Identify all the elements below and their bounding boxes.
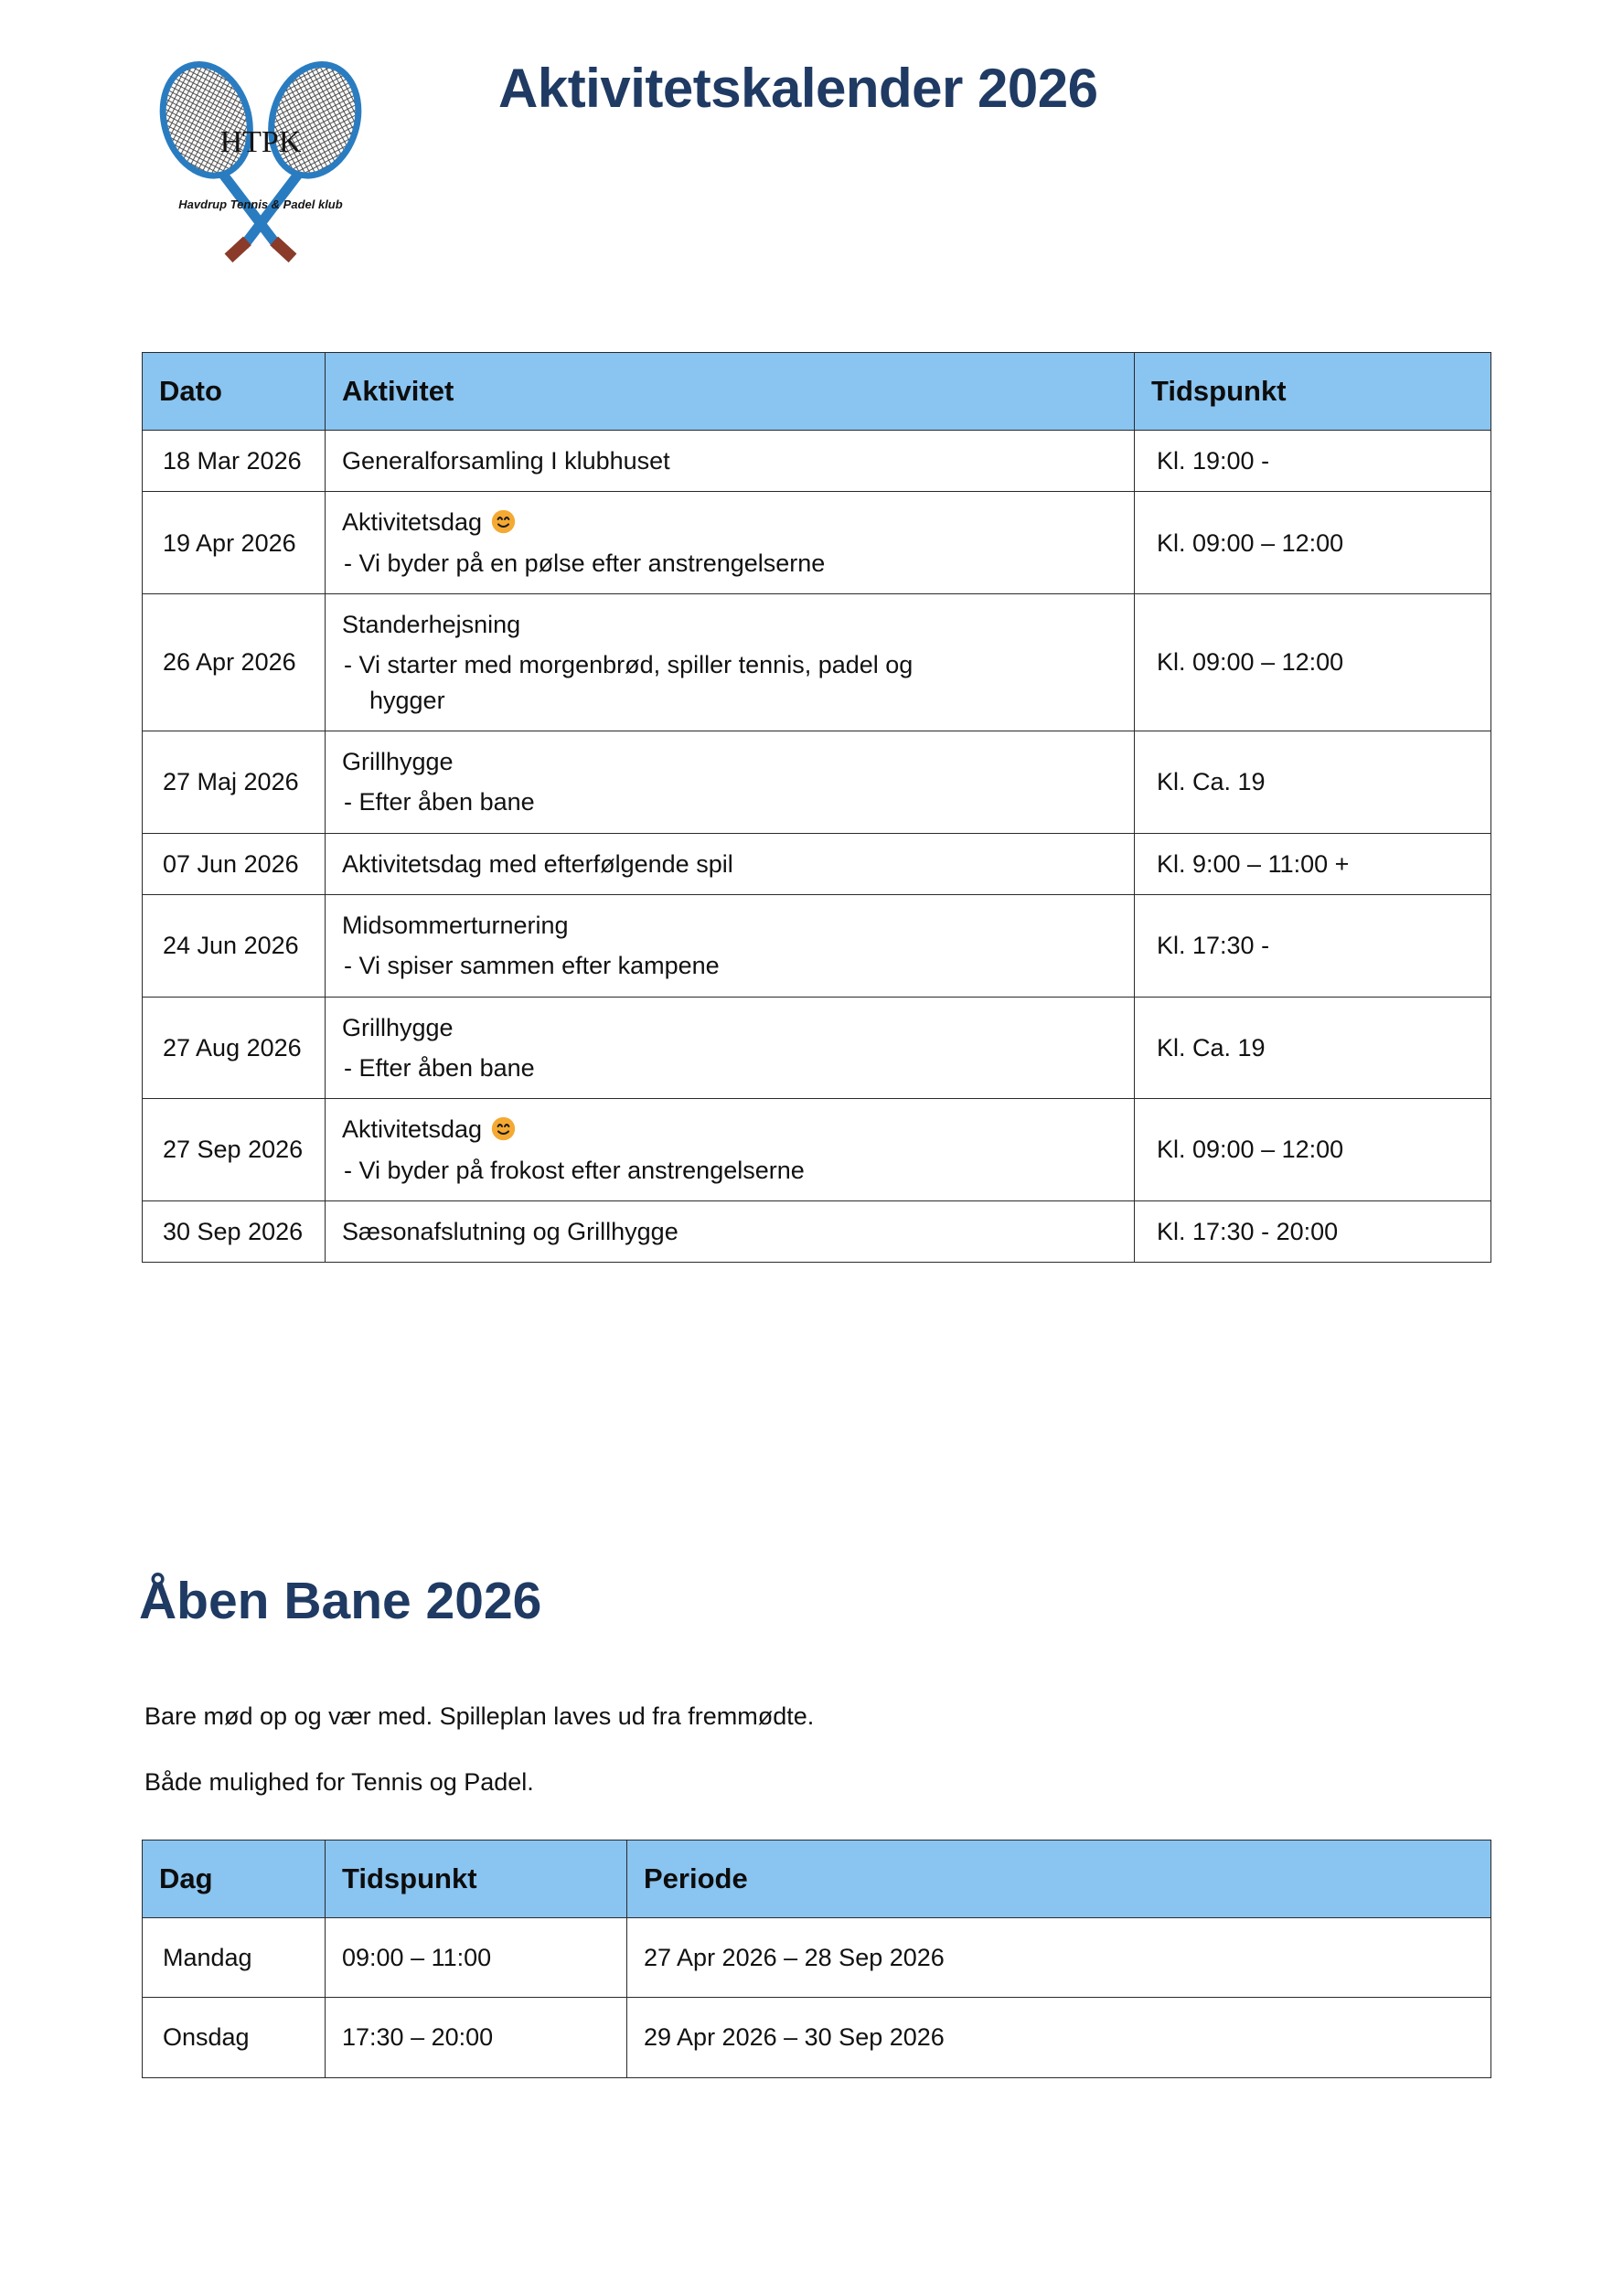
cell-date: 27 Sep 2026 xyxy=(142,1098,326,1201)
activity-calendar-table: Dato Aktivitet Tidspunkt 18 Mar 2026 Gen… xyxy=(142,351,1491,1264)
table-header-row: Dag Tidspunkt Periode xyxy=(142,1839,1491,1919)
cell-time: Kl. 17:30 - xyxy=(1134,893,1491,998)
cell-activity: Aktivitetsdag - Vi byder på frokost efte… xyxy=(325,1098,1135,1201)
cell-time: Kl. 09:00 – 12:00 xyxy=(1134,1098,1491,1201)
cell-date: 24 Jun 2026 xyxy=(142,893,326,998)
cell-activity: Sæsonafslutning og Grillhygge xyxy=(325,1200,1135,1264)
activity-title: Grillhygge xyxy=(342,747,454,775)
table-row: 07 Jun 2026 Aktivitetsdag med efterfølge… xyxy=(142,832,1491,895)
cell-time: Kl. Ca. 19 xyxy=(1134,996,1491,1100)
table-row: 18 Mar 2026 Generalforsamling I klubhuse… xyxy=(142,430,1491,493)
table-row: 27 Aug 2026 Grillhygge - Efter åben bane… xyxy=(142,996,1491,1100)
cell-time: Kl. Ca. 19 xyxy=(1134,730,1491,834)
cell-activity: Grillhygge - Efter åben bane xyxy=(325,996,1135,1100)
table-row: 30 Sep 2026 Sæsonafslutning og Grillhygg… xyxy=(142,1200,1491,1264)
cell-period: 27 Apr 2026 – 28 Sep 2026 xyxy=(626,1917,1491,1999)
cell-time: 09:00 – 11:00 xyxy=(325,1917,627,1999)
column-header-tidspunkt: Tidspunkt xyxy=(325,1839,627,1919)
table-row: 24 Jun 2026 Midsommerturnering - Vi spis… xyxy=(142,893,1491,998)
cell-date: 19 Apr 2026 xyxy=(142,491,326,594)
cell-activity: Generalforsamling I klubhuset xyxy=(325,430,1135,493)
cell-time: Kl. 9:00 – 11:00 + xyxy=(1134,832,1491,895)
activity-title: Sæsonafslutning og Grillhygge xyxy=(342,1217,678,1245)
column-header-aktivitet: Aktivitet xyxy=(325,351,1135,432)
table-header-row: Dato Aktivitet Tidspunkt xyxy=(142,351,1491,432)
activity-detail: - Efter åben bane xyxy=(344,1053,535,1082)
activity-detail: - Vi byder på en pølse efter anstrengels… xyxy=(344,549,826,577)
table-row: 27 Maj 2026 Grillhygge - Efter åben bane… xyxy=(142,730,1491,834)
cell-date: 07 Jun 2026 xyxy=(142,832,326,895)
cell-time: Kl. 09:00 – 12:00 xyxy=(1134,491,1491,594)
cell-day: Onsdag xyxy=(142,1997,326,2078)
column-header-tidspunkt: Tidspunkt xyxy=(1134,351,1491,432)
cell-date: 26 Apr 2026 xyxy=(142,593,326,731)
club-logo: HTPK Havdrup Tennis & Padel klub xyxy=(155,35,366,263)
cell-date: 27 Aug 2026 xyxy=(142,996,326,1100)
column-header-dato: Dato xyxy=(142,351,326,432)
section-title-aben-bane: Åben Bane 2026 xyxy=(139,1572,542,1630)
activity-title-text: Aktivitetsdag xyxy=(342,508,483,537)
intro-paragraph-2: Både mulighed for Tennis og Padel. xyxy=(144,1768,534,1796)
document-header: HTPK Havdrup Tennis & Padel klub Aktivit… xyxy=(0,0,1624,311)
table-row: Mandag 09:00 – 11:00 27 Apr 2026 – 28 Se… xyxy=(142,1917,1491,1999)
activity-detail-continued: hygger xyxy=(369,686,445,714)
column-header-periode: Periode xyxy=(626,1839,1491,1919)
table-row: 26 Apr 2026 Standerhejsning - Vi starter… xyxy=(142,593,1491,731)
cell-date: 30 Sep 2026 xyxy=(142,1200,326,1264)
cell-time: Kl. 09:00 – 12:00 xyxy=(1134,593,1491,731)
cell-activity: Aktivitetsdag med efterfølgende spil xyxy=(325,832,1135,895)
table-row: Onsdag 17:30 – 20:00 29 Apr 2026 – 30 Se… xyxy=(142,1997,1491,2078)
activity-title: Standerhejsning xyxy=(342,611,521,638)
logo-caption: Havdrup Tennis & Padel klub xyxy=(178,197,342,211)
activity-title: Aktivitetsdag xyxy=(342,505,1117,539)
smiley-face-icon xyxy=(491,510,516,534)
intro-paragraph-1: Bare mød op og vær med. Spilleplan laves… xyxy=(144,1702,815,1730)
table-row: 19 Apr 2026 Aktivitetsdag - Vi byder på … xyxy=(142,491,1491,594)
cell-activity: Standerhejsning - Vi starter med morgenb… xyxy=(325,593,1135,731)
activity-title: Aktivitetsdag xyxy=(342,1112,1117,1147)
activity-detail: - Vi starter med morgenbrød, spiller ten… xyxy=(344,651,914,679)
activity-title: Aktivitetsdag med efterfølgende spil xyxy=(342,849,733,878)
cell-time: Kl. 17:30 - 20:00 xyxy=(1134,1200,1491,1264)
activity-title: Midsommerturnering xyxy=(342,911,569,939)
logo-monogram: HTPK xyxy=(220,125,302,159)
cell-time: Kl. 19:00 - xyxy=(1134,430,1491,493)
cell-activity: Aktivitetsdag - Vi byder på en pølse eft… xyxy=(325,491,1135,594)
column-header-dag: Dag xyxy=(142,1839,326,1919)
activity-detail: - Vi byder på frokost efter anstrengelse… xyxy=(344,1156,805,1184)
open-bane-schedule-table: Dag Tidspunkt Periode Mandag 09:00 – 11:… xyxy=(142,1839,1491,2078)
cell-date: 18 Mar 2026 xyxy=(142,430,326,493)
smiley-face-icon xyxy=(491,1117,516,1141)
page-title: Aktivitetskalender 2026 xyxy=(498,58,1098,119)
activity-title-text: Aktivitetsdag xyxy=(342,1115,483,1144)
activity-detail: - Vi spiser sammen efter kampene xyxy=(344,952,720,980)
activity-title: Grillhygge xyxy=(342,1013,454,1041)
cell-date: 27 Maj 2026 xyxy=(142,730,326,834)
cell-period: 29 Apr 2026 – 30 Sep 2026 xyxy=(626,1997,1491,2078)
activity-detail: - Efter åben bane xyxy=(344,788,535,816)
activity-title: Generalforsamling I klubhuset xyxy=(342,447,670,475)
table-row: 27 Sep 2026 Aktivitetsdag - Vi byder på … xyxy=(142,1098,1491,1201)
cell-time: 17:30 – 20:00 xyxy=(325,1997,627,2078)
cell-activity: Grillhygge - Efter åben bane xyxy=(325,730,1135,834)
cell-activity: Midsommerturnering - Vi spiser sammen ef… xyxy=(325,893,1135,998)
cell-day: Mandag xyxy=(142,1917,326,1999)
